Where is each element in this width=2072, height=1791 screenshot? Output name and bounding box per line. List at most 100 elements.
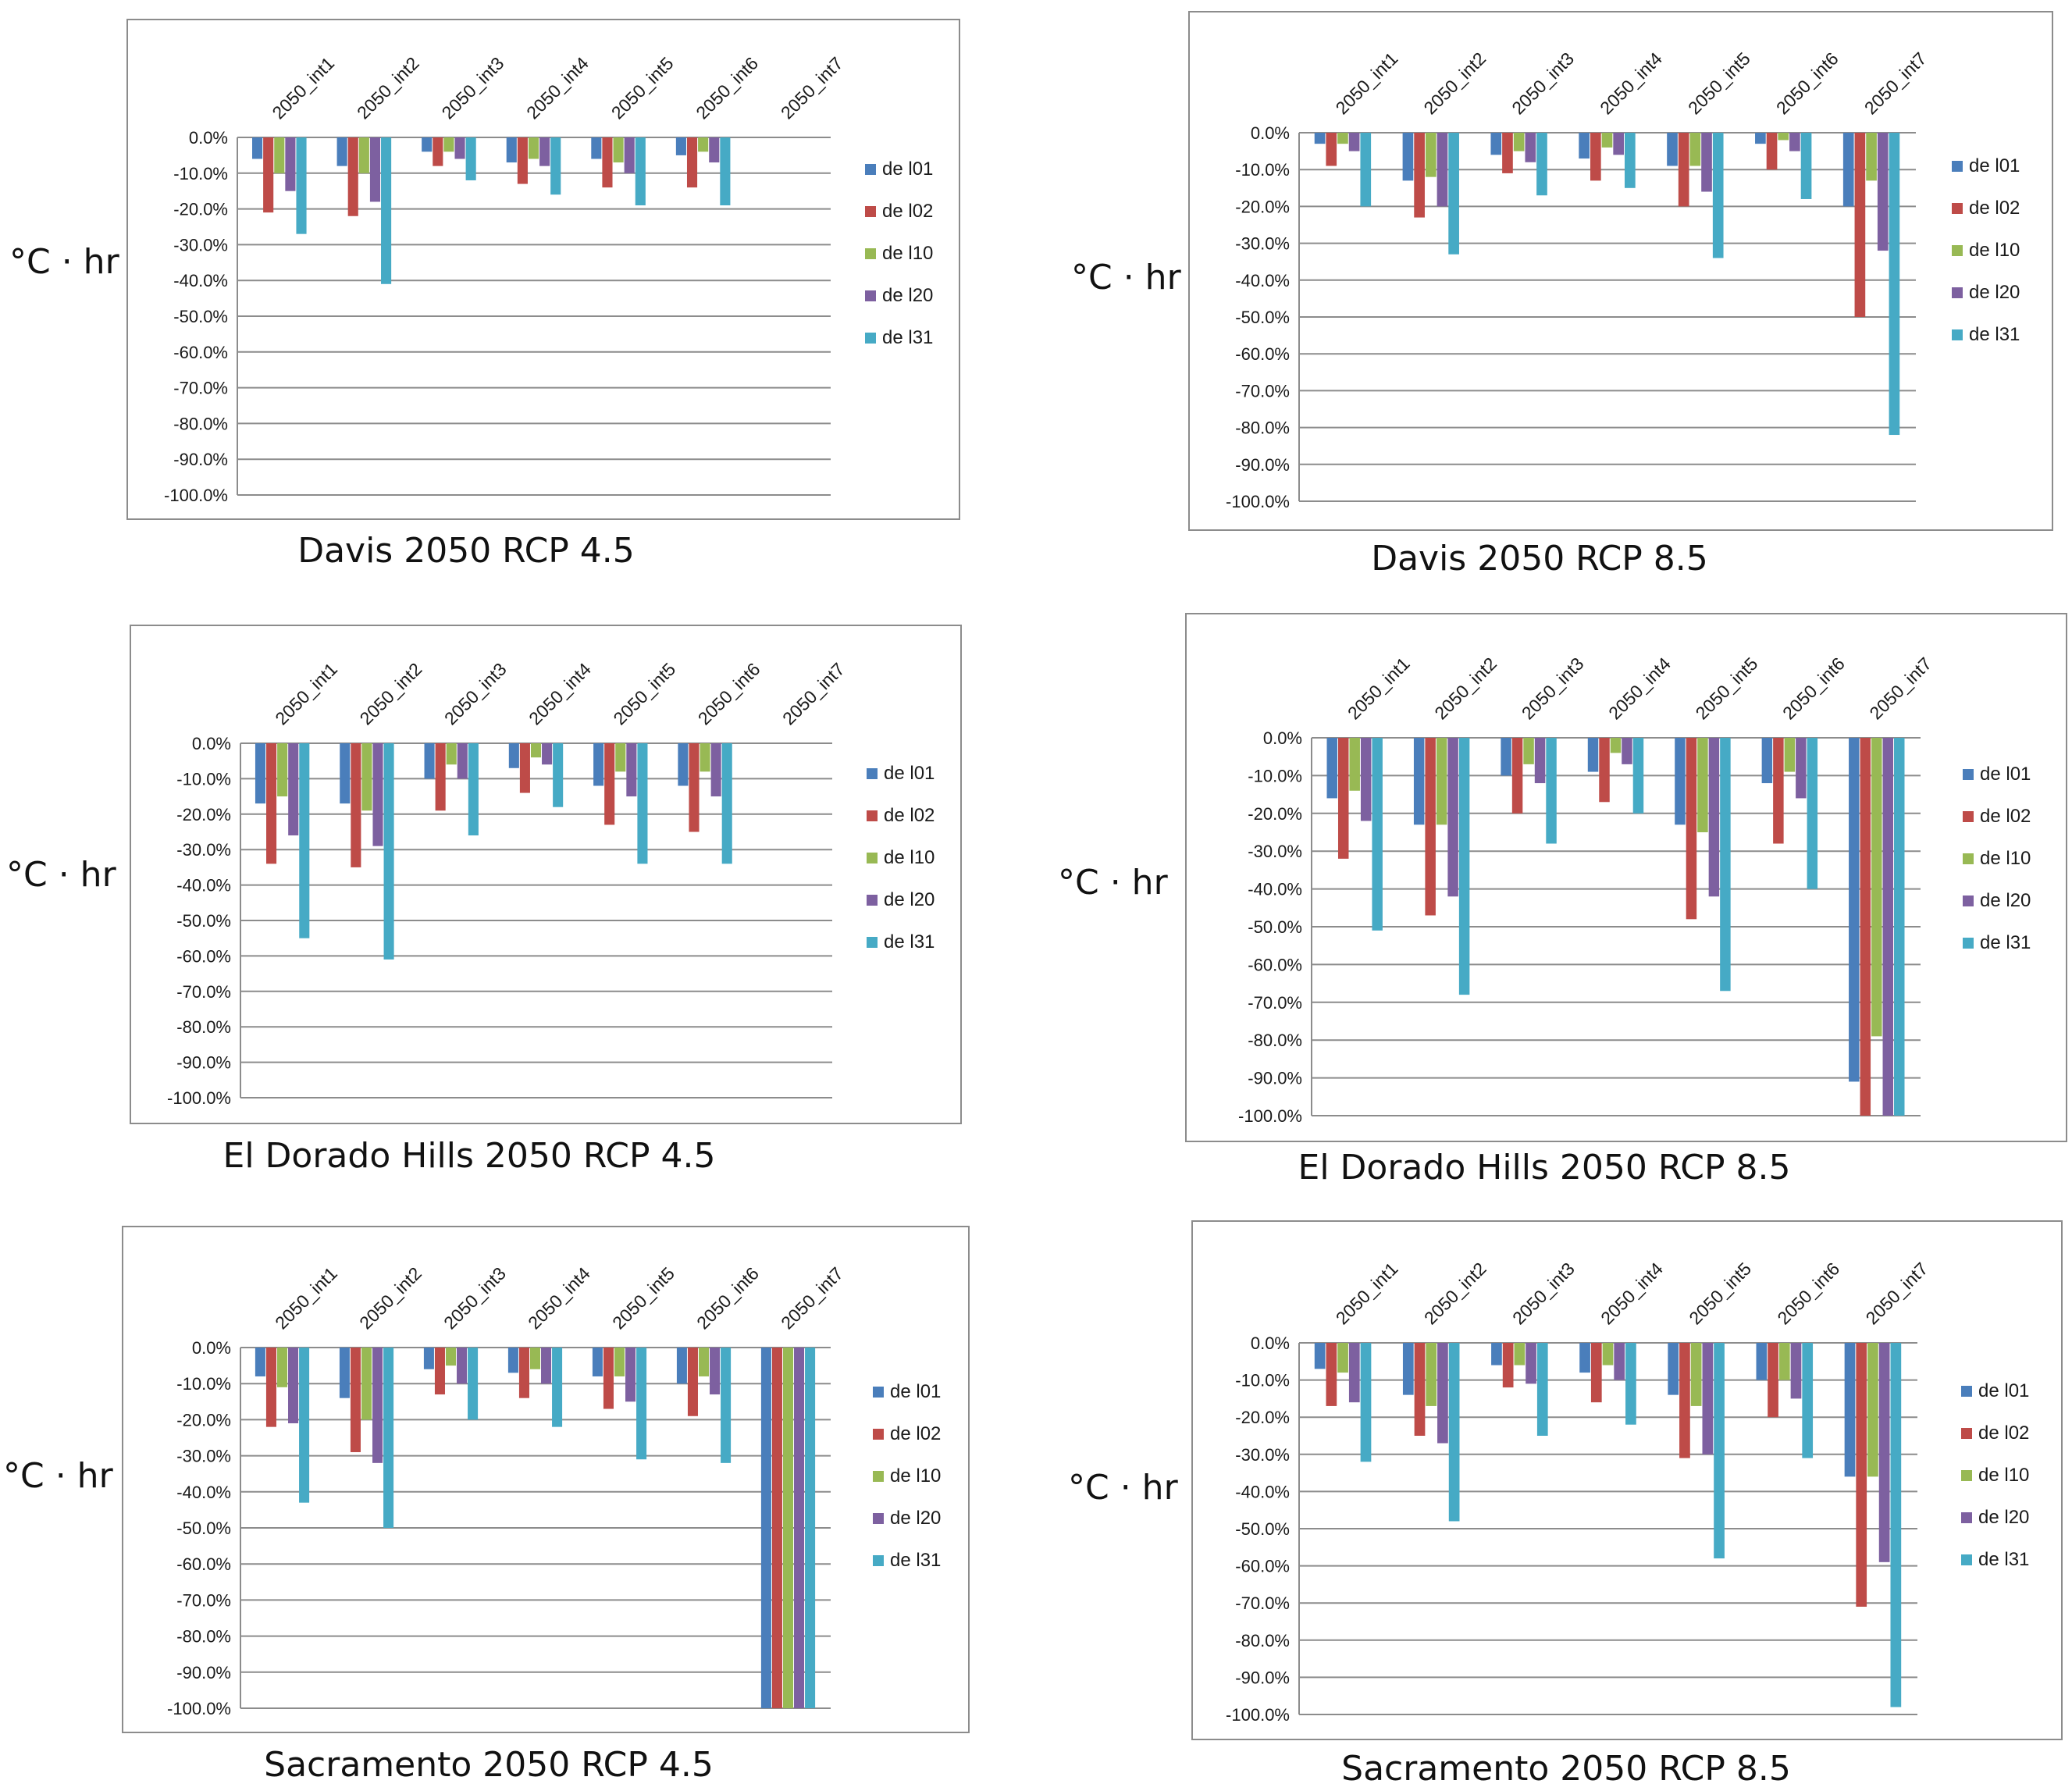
bar [465, 137, 476, 180]
bar [457, 743, 468, 779]
bar [1426, 1343, 1437, 1406]
bar [1501, 738, 1511, 776]
bar [1348, 1343, 1360, 1403]
y-tick-label: -90.0% [1248, 1069, 1302, 1088]
y-tick-label: -70.0% [1235, 1593, 1290, 1613]
category-label: 2050_int5 [1684, 48, 1754, 119]
bar [710, 1348, 721, 1395]
bar [1714, 1343, 1725, 1559]
legend-label: de l20 [882, 285, 933, 306]
y-tick-label: 0.0% [1263, 728, 1302, 748]
bar [1701, 133, 1712, 192]
legend-label: de l02 [890, 1423, 941, 1444]
bar [433, 137, 443, 166]
y-tick-label: -70.0% [1235, 381, 1290, 401]
bar [507, 1348, 518, 1373]
bar [1437, 1343, 1448, 1444]
y-tick-label: -100.0% [1226, 492, 1290, 511]
bar [468, 743, 479, 836]
legend-label: de l20 [1978, 1507, 2029, 1528]
bar [1511, 738, 1523, 814]
bar [266, 743, 277, 864]
y-tick-label: -50.0% [1248, 917, 1302, 937]
legend-label: de l01 [1978, 1380, 2029, 1401]
bar [541, 1348, 552, 1384]
bar [1778, 1343, 1790, 1380]
legend-label: de l20 [884, 889, 935, 910]
bar [529, 1348, 541, 1369]
bar [1867, 1343, 1878, 1477]
bar [446, 743, 457, 765]
bar [675, 137, 686, 155]
bar [700, 743, 710, 772]
category-label: 2050_int2 [1419, 48, 1490, 119]
bar [351, 743, 361, 867]
bar-chart-eldorado-rcp85: 0.0% -10.0% -20.0% -30.0% -40.0% -50.0% -60.0%… [1238, 653, 2031, 1126]
bar [1686, 738, 1697, 920]
legend-label: de l10 [882, 243, 933, 264]
legend-swatch [865, 164, 876, 175]
bar [1755, 133, 1766, 144]
bar [1587, 738, 1599, 772]
bar [626, 743, 637, 797]
category-label: 2050_int3 [438, 53, 508, 123]
bar [710, 743, 721, 797]
y-tick-label: -70.0% [176, 1590, 231, 1610]
category-label: 2050_int2 [355, 1263, 425, 1333]
y-tick-label: -90.0% [1235, 1668, 1290, 1687]
category-label: 2050_int6 [1773, 1259, 1843, 1329]
legend-label: de l31 [1969, 324, 2020, 345]
bar [1314, 133, 1326, 144]
bar [1360, 738, 1372, 821]
bar [1625, 1343, 1636, 1425]
bar [636, 1348, 647, 1460]
y-tick-label: 0.0% [189, 128, 228, 148]
bar [1697, 738, 1708, 832]
bar [1613, 133, 1625, 155]
legend-swatch [1961, 1554, 1972, 1565]
bar-chart-davis-rcp45: 0.0% -10.0% -20.0% -30.0% -40.0% -50.0% -60.0%… [164, 53, 933, 505]
unit-label: °C · hr [3, 1456, 113, 1496]
bar [542, 743, 553, 765]
bar [1871, 738, 1882, 1037]
bar [1414, 1343, 1426, 1436]
bar [1807, 738, 1818, 889]
y-tick-label: -50.0% [176, 911, 231, 931]
bar [1796, 738, 1807, 799]
category-label: 2050_int3 [440, 659, 511, 729]
y-tick-label: -60.0% [176, 946, 231, 966]
bar [1337, 1343, 1348, 1373]
bar [1536, 133, 1547, 196]
y-tick-label: -30.0% [176, 1447, 231, 1466]
legend-swatch [1952, 287, 1963, 298]
category-label: 2050_int7 [777, 53, 847, 123]
category-label: 2050_int3 [1508, 48, 1578, 119]
legend-swatch [1952, 161, 1963, 172]
bar [1523, 738, 1534, 764]
y-tick-label: -70.0% [176, 982, 231, 1002]
bar [1789, 133, 1800, 151]
bar [1866, 133, 1877, 181]
y-tick-label: -100.0% [167, 1088, 231, 1108]
legend-label: de l02 [1969, 198, 2020, 219]
legend-swatch [867, 895, 878, 906]
bar [1614, 1343, 1625, 1380]
chart-frame: 0.0% -10.0% -20.0% -30.0% -40.0% -50.0% -60.0%… [1185, 613, 2067, 1142]
y-tick-label: -60.0% [1235, 344, 1290, 364]
legend-label: de l10 [890, 1465, 941, 1487]
legend-swatch [873, 1555, 884, 1566]
bar [1579, 1343, 1590, 1373]
y-tick-label: -10.0% [176, 769, 231, 789]
legend-label: de l31 [884, 931, 935, 952]
bar [1360, 133, 1372, 207]
bar [1425, 738, 1436, 916]
bar [369, 137, 381, 202]
bar [423, 1348, 434, 1369]
category-label: 2050_int5 [608, 1263, 678, 1333]
legend-swatch [1961, 1428, 1972, 1439]
category-label: 2050_int5 [1692, 653, 1762, 724]
bar [625, 1348, 636, 1402]
legend-label: de l01 [884, 763, 935, 784]
legend-swatch [867, 810, 878, 821]
bar [339, 1348, 350, 1398]
